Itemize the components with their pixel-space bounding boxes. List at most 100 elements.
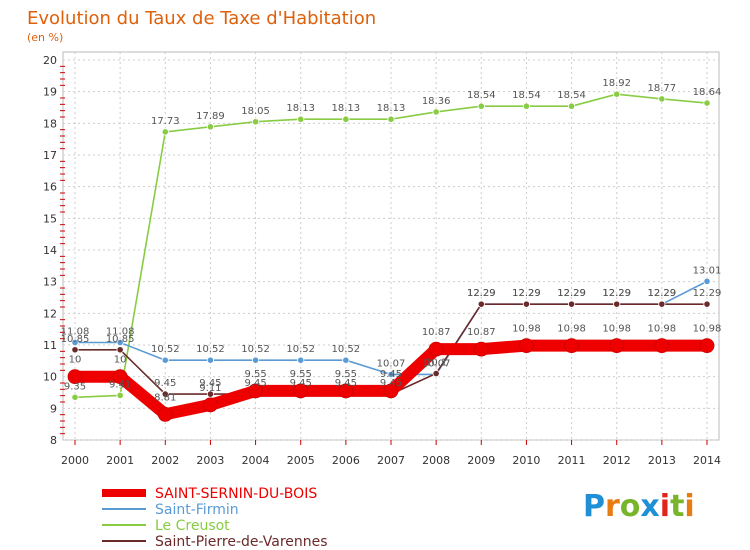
data-label: 12.29 bbox=[602, 288, 631, 299]
data-label: 10.07 bbox=[377, 358, 406, 369]
x-tick-label: 2006 bbox=[332, 454, 360, 467]
data-point bbox=[477, 102, 485, 110]
data-point bbox=[297, 356, 305, 364]
data-point bbox=[613, 90, 621, 98]
data-label: 9.41 bbox=[109, 379, 131, 390]
data-label: 12.29 bbox=[512, 288, 541, 299]
x-tick-label: 2004 bbox=[242, 454, 270, 467]
data-point bbox=[112, 369, 128, 385]
legend-label: Saint-Firmin bbox=[155, 502, 239, 518]
data-point bbox=[432, 108, 440, 116]
y-tick-label: 14 bbox=[43, 244, 57, 257]
x-tick-label: 2000 bbox=[61, 454, 89, 467]
data-label: 10.52 bbox=[151, 344, 180, 355]
data-label: 10.52 bbox=[332, 344, 361, 355]
y-tick-label: 10 bbox=[43, 371, 57, 384]
data-label: 9.45 bbox=[199, 378, 221, 389]
data-point bbox=[613, 300, 621, 308]
chart-subtitle: (en %) bbox=[27, 31, 63, 44]
legend-label: Saint-Pierre-de-Varennes bbox=[155, 534, 328, 550]
data-point bbox=[387, 370, 395, 379]
data-point bbox=[157, 406, 173, 422]
x-tick-label: 2005 bbox=[287, 454, 315, 467]
data-label: 10 bbox=[114, 355, 127, 366]
data-point bbox=[161, 128, 169, 136]
data-label: 10.98 bbox=[557, 324, 586, 335]
data-label: 9.45 bbox=[335, 378, 357, 389]
data-label: 10.87 bbox=[467, 327, 496, 338]
data-label: 10.1 bbox=[425, 358, 447, 369]
data-labels: 9.35 9.41 17.73 17.89 18.05 18.13 18.13 18.13 18… bbox=[61, 78, 722, 403]
data-label: 9.55 bbox=[244, 369, 266, 380]
y-tick-label: 16 bbox=[43, 181, 57, 194]
series-layer bbox=[67, 90, 715, 422]
data-point bbox=[251, 356, 260, 364]
data-label: 17.89 bbox=[196, 111, 225, 122]
data-label: 11.08 bbox=[106, 326, 135, 337]
data-label: 9.11 bbox=[199, 383, 221, 394]
data-point bbox=[658, 95, 666, 103]
data-point bbox=[206, 390, 215, 398]
data-point bbox=[654, 338, 670, 354]
data-point bbox=[703, 99, 711, 107]
data-label: 18.54 bbox=[512, 90, 541, 101]
data-point bbox=[71, 393, 79, 401]
data-label: 18.05 bbox=[241, 106, 270, 117]
data-point bbox=[161, 356, 169, 364]
data-point bbox=[387, 115, 395, 123]
data-label: 12.29 bbox=[512, 288, 541, 299]
chart-title: Evolution du Taux de Taxe d'Habitation bbox=[27, 8, 376, 29]
data-label: 10.85 bbox=[61, 334, 90, 345]
y-tick-label: 20 bbox=[43, 54, 57, 67]
data-point bbox=[477, 300, 485, 308]
data-label: 18.64 bbox=[693, 87, 722, 98]
data-label: 12.29 bbox=[648, 288, 677, 299]
data-point bbox=[116, 391, 124, 399]
series-2 bbox=[71, 90, 711, 401]
y-tick-label: 9 bbox=[50, 402, 57, 415]
x-tick-label: 2010 bbox=[512, 454, 540, 467]
data-label: 10.07 bbox=[422, 358, 451, 369]
x-tick-label: 2003 bbox=[196, 454, 224, 467]
legend-label: SAINT-SERNIN-DU-BOIS bbox=[155, 486, 317, 502]
data-point bbox=[203, 397, 218, 413]
data-label: 18.13 bbox=[332, 103, 361, 114]
data-point bbox=[703, 300, 711, 308]
data-point bbox=[567, 102, 576, 110]
data-label: 10 bbox=[69, 355, 82, 366]
data-point bbox=[251, 118, 260, 126]
x-tick-label: 2012 bbox=[603, 454, 631, 467]
data-point bbox=[67, 369, 83, 385]
data-label: 18.92 bbox=[602, 78, 631, 89]
data-point bbox=[522, 300, 531, 308]
legend-label: Le Creusot bbox=[155, 518, 230, 534]
data-point bbox=[658, 300, 666, 308]
data-point bbox=[293, 383, 309, 399]
data-point bbox=[522, 102, 531, 110]
data-label: 10.98 bbox=[693, 324, 722, 335]
data-point bbox=[564, 338, 579, 354]
data-point bbox=[206, 123, 215, 131]
data-label: 17.73 bbox=[151, 116, 180, 127]
data-point bbox=[519, 338, 534, 354]
data-label: 10.98 bbox=[512, 324, 541, 335]
data-label: 9.45 bbox=[380, 378, 402, 389]
x-tick-label: 2007 bbox=[377, 454, 405, 467]
data-point bbox=[71, 346, 79, 354]
data-point bbox=[428, 341, 444, 357]
data-point bbox=[116, 338, 124, 347]
data-label: 10.85 bbox=[106, 334, 135, 345]
data-point bbox=[71, 338, 79, 347]
data-point bbox=[116, 346, 124, 354]
data-label: 11.08 bbox=[61, 326, 90, 337]
data-point bbox=[703, 277, 711, 285]
data-label: 10.87 bbox=[422, 327, 451, 338]
y-tick-label: 18 bbox=[43, 117, 57, 130]
x-tick-label: 2013 bbox=[648, 454, 676, 467]
data-label: 10.52 bbox=[286, 344, 315, 355]
proxiti-logo: Proxiti bbox=[583, 489, 695, 524]
y-tick-label: 13 bbox=[43, 276, 57, 289]
data-point bbox=[383, 383, 399, 399]
